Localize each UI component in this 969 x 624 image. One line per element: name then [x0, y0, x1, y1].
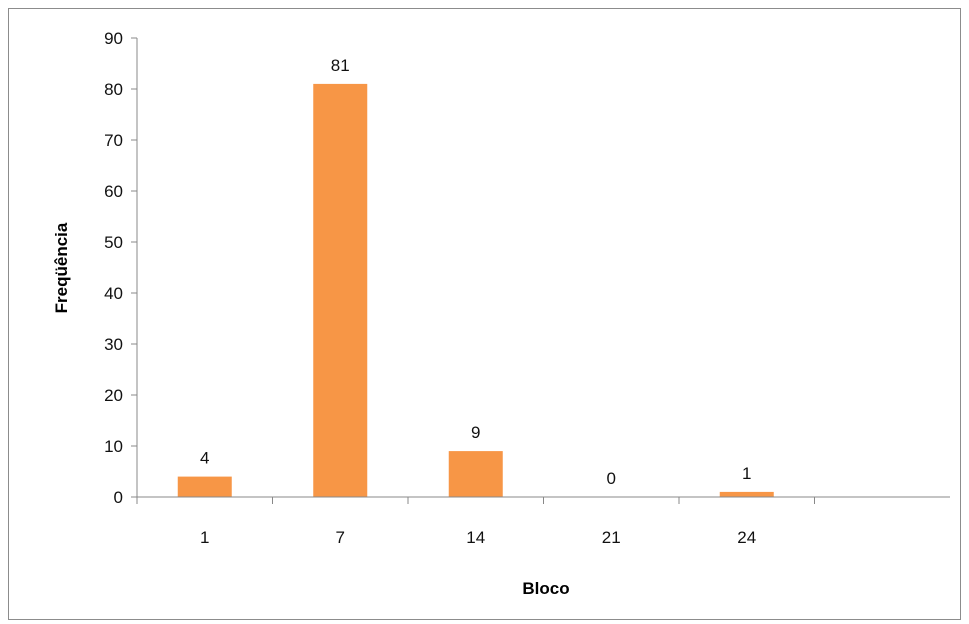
- data-label: 0: [607, 469, 616, 488]
- data-labels: 4 81 9 0 1: [200, 56, 751, 488]
- data-label: 1: [742, 464, 751, 483]
- data-label: 4: [200, 449, 209, 468]
- bar: [177, 476, 232, 497]
- y-tick-label: 70: [104, 131, 123, 150]
- y-tick-label: 20: [104, 386, 123, 405]
- y-tick-label: 10: [104, 437, 123, 456]
- x-axis-title: Bloco: [522, 579, 569, 598]
- data-label: 81: [331, 56, 350, 75]
- x-tick-label: 14: [466, 528, 485, 547]
- data-label: 9: [471, 423, 480, 442]
- bar: [448, 451, 503, 497]
- y-tick-label: 80: [104, 80, 123, 99]
- chart-frame: [8, 8, 961, 620]
- y-tick-label: 40: [104, 284, 123, 303]
- y-axis-title: Freqüência: [52, 222, 71, 313]
- y-tick-label: 0: [114, 488, 123, 507]
- y-axis-ticks: 0 10 20 30 40 50 60 70 80 90: [104, 29, 137, 507]
- x-tick-label: 24: [737, 528, 756, 547]
- x-tick-label: 21: [602, 528, 621, 547]
- x-tick-label: 7: [336, 528, 345, 547]
- bars: [177, 83, 774, 498]
- y-tick-label: 50: [104, 233, 123, 252]
- y-tick-label: 90: [104, 29, 123, 48]
- y-tick-label: 30: [104, 335, 123, 354]
- bar: [313, 83, 368, 498]
- bar: [719, 491, 774, 497]
- x-axis-ticks: 1 7 14 21 24: [136, 497, 815, 547]
- y-tick-label: 60: [104, 182, 123, 201]
- x-tick-label: 1: [200, 528, 209, 547]
